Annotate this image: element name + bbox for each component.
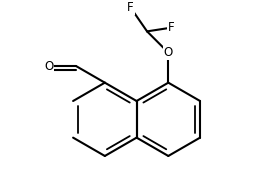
Text: O: O [164,46,173,59]
Text: F: F [127,1,134,14]
Text: F: F [168,21,174,34]
Text: O: O [44,60,54,73]
